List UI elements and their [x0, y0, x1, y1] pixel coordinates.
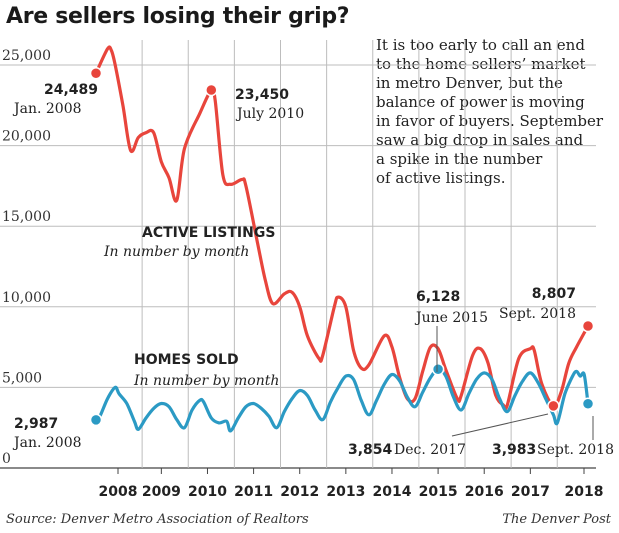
- annotation-value: 3,983: [492, 442, 536, 458]
- annotation-leader: [451, 413, 549, 437]
- annotation-date: July 2010: [235, 106, 304, 122]
- x-tick-label: 2012: [280, 484, 319, 500]
- series-subtitle-active: In number by month: [103, 244, 249, 260]
- description: It is too early to call an end to the ho…: [376, 36, 616, 188]
- y-tick-label: 20,000: [2, 129, 51, 145]
- active-listings-marker: [581, 319, 595, 333]
- y-tick-label: 10,000: [2, 290, 51, 306]
- x-tick-label: 2014: [372, 484, 411, 500]
- annotation-date: Sept. 2018: [499, 306, 576, 322]
- active-listings-marker: [205, 83, 218, 97]
- annotation-date: Sept. 2018: [537, 442, 614, 458]
- x-tick-label: 2017: [511, 484, 550, 500]
- chart-title: Are sellers losing their grip?: [6, 4, 350, 29]
- source-note: Source: Denver Metro Association of Real…: [6, 512, 309, 527]
- series-name-active: ACTIVE LISTINGS: [142, 225, 275, 241]
- x-tick-label: 2008: [99, 484, 138, 500]
- annotation-value: 23,450: [235, 87, 289, 103]
- description-line: in metro Denver, but the: [376, 74, 563, 92]
- annotation-date: Jan. 2008: [12, 101, 82, 117]
- x-tick-label: 2016: [465, 484, 504, 500]
- annotation-date: Dec. 2017: [394, 442, 466, 458]
- y-tick-label: 0: [2, 451, 11, 467]
- description-line: It is too early to call an end: [376, 36, 585, 54]
- description-line: in favor of buyers. September: [376, 112, 604, 130]
- annotation-value: 6,128: [416, 289, 460, 305]
- x-tick-label: 2015: [419, 484, 458, 500]
- annotation-date: Jan. 2008: [12, 435, 82, 451]
- homes-sold-line: [94, 367, 590, 433]
- description-line: saw a big drop in sales and: [376, 131, 584, 149]
- annotation-value: 24,489: [44, 82, 98, 98]
- description-line: balance of power is moving: [376, 93, 585, 111]
- homes-sold-marker: [431, 362, 445, 376]
- series-markers: [89, 66, 595, 427]
- annotation-value: 2,987: [14, 416, 58, 432]
- description-line: a spike in the number: [376, 150, 543, 168]
- x-axis: 2008 2009 2010 2011 2012 2013 2014 2015 2016 2017…: [99, 468, 604, 500]
- y-axis: 0 5,000 10,000 15,000 20,000 25,000: [2, 48, 51, 467]
- series-subtitle-sold: In number by month: [133, 373, 279, 389]
- series-name-sold: HOMES SOLD: [134, 352, 239, 368]
- annotation-value: 3,854: [348, 442, 393, 458]
- x-tick-label: 2009: [142, 484, 181, 500]
- x-tick-label: 2011: [234, 484, 273, 500]
- annotations: 24,489 Jan. 2008 23,450 July 2010 3,854 Dec. …: [12, 82, 614, 458]
- homes-sold-marker: [89, 413, 103, 427]
- x-tick-label: 2010: [188, 484, 227, 500]
- y-tick-label: 5,000: [2, 370, 42, 386]
- description-line: to the home sellers’ market: [376, 55, 586, 73]
- gridlines: [0, 40, 596, 469]
- active-listings-marker: [89, 66, 103, 80]
- credit: The Denver Post: [502, 512, 611, 527]
- annotation-date: June 2015: [414, 310, 488, 326]
- x-tick-label: 2018: [565, 484, 604, 500]
- y-tick-label: 15,000: [2, 209, 51, 225]
- description-line: of active listings.: [376, 169, 506, 187]
- active-listings-marker: [547, 399, 560, 413]
- homes-sold-marker: [581, 397, 595, 411]
- x-tick-label: 2013: [326, 484, 365, 500]
- series-lines: [94, 45, 590, 433]
- y-tick-label: 25,000: [2, 48, 51, 64]
- annotation-value: 8,807: [532, 286, 576, 302]
